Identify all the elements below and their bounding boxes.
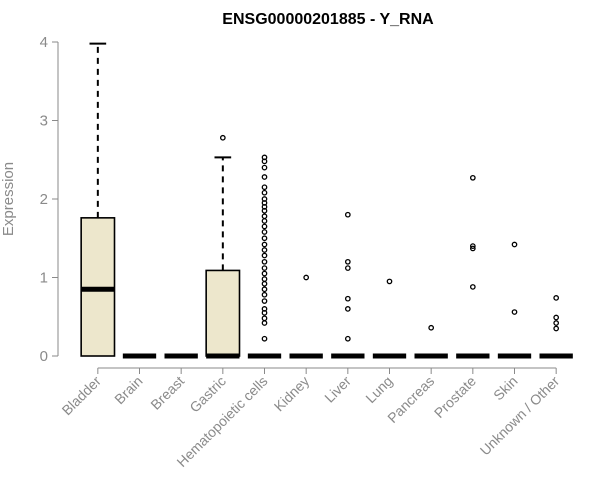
box-liver [331,211,365,359]
box-unknown-other [539,295,573,359]
outlier-point [469,243,476,249]
outlier-point [261,213,268,220]
outlier-point [469,284,476,290]
outlier-point [261,252,268,259]
outlier-point [261,298,268,304]
outlier-point [219,134,226,141]
box-bladder [80,42,116,357]
x-tick-label: Brain [111,373,145,407]
outlier-point [261,265,268,271]
outlier-point [261,196,268,202]
box-lung [372,278,407,359]
outlier-point [261,235,268,242]
outlier-point [344,335,351,342]
outlier-point [553,314,560,321]
outlier-point [261,270,268,277]
outlier-point [261,291,268,298]
outlier-point [261,174,268,180]
outlier-point [261,306,268,312]
iqr-box [205,269,241,357]
outlier-point [344,265,351,271]
x-tick-label: Bladder [59,373,105,419]
chart-title: ENSG00000201885 - Y_RNA [222,11,434,28]
outlier-point [469,245,476,252]
y-tick-label: 0 [40,348,48,365]
outlier-point [261,189,268,196]
x-tick-label: Breast [147,373,187,413]
outlier-point [261,335,268,342]
box-kidney [289,274,323,359]
outlier-point [261,229,268,235]
outlier-point [261,241,268,248]
outlier-point [344,306,351,312]
x-tick-label: Kidney [271,373,313,415]
outlier-point [511,241,518,248]
outlier-point [261,218,268,224]
outlier-point [261,286,268,293]
plot-area [80,42,573,359]
y-tick-label: 2 [40,191,48,208]
outlier-point [469,174,476,181]
outlier-point [344,295,351,302]
outlier-point [261,164,268,171]
y-tick-label: 1 [40,270,48,287]
outlier-point [344,258,351,265]
y-tick-label: 4 [40,34,48,51]
box-hematopoietic-cells [247,154,282,359]
box-prostate [456,174,490,359]
outlier-point [261,223,268,230]
y-tick-label: 3 [40,113,48,130]
outlier-point [261,320,268,326]
outlier-point [261,184,268,191]
x-tick-label: Unknown / Other [477,373,563,459]
y-axis: 0 1 2 3 4 [40,34,59,365]
outlier-point [511,309,518,315]
outlier-point [553,320,560,326]
box-skin [497,241,532,359]
outlier-point [261,154,268,161]
box-pancreas [414,324,448,359]
outlier-point [553,325,560,332]
box-gastric [205,134,241,359]
x-tick-label: Prostate [431,373,479,421]
outlier-point [261,276,268,282]
outlier-point [303,274,310,281]
outlier-point [261,247,268,253]
x-tick-label: Liver [321,373,354,406]
outlier-point [261,258,268,265]
y-axis-label: Expression [0,162,17,236]
x-tick-label: Skin [490,373,521,404]
outlier-point [386,278,393,285]
outlier-point [344,211,351,218]
outlier-point [553,295,560,301]
outlier-point [261,280,268,287]
outlier-point [428,324,435,331]
outlier-point [261,315,268,322]
x-tick-label: Lung [362,373,395,406]
